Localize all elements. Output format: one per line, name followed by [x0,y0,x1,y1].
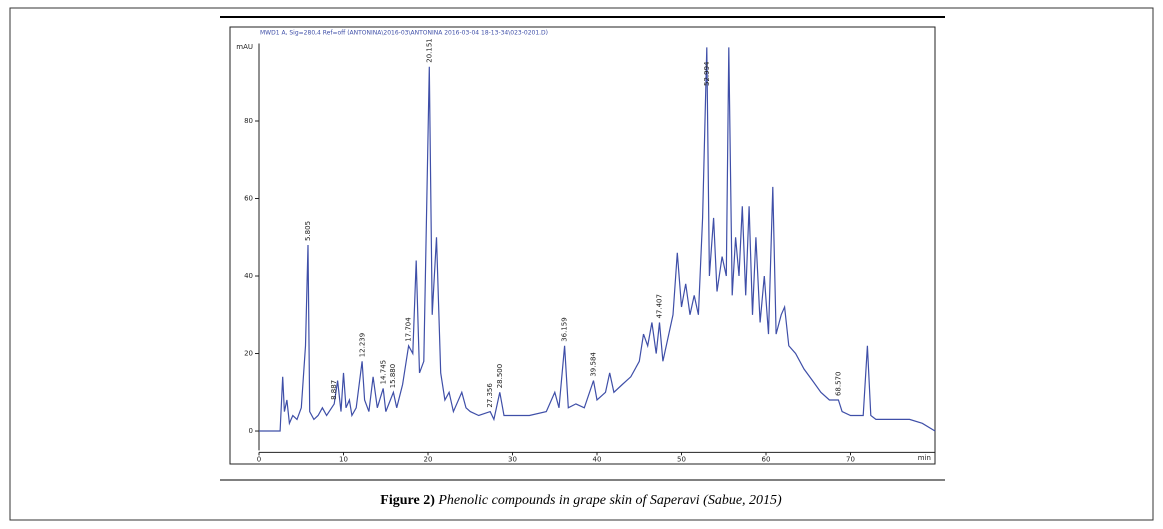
x-tick-label: 0 [257,455,261,463]
peak-label: 14.745 [380,360,388,385]
x-tick-label: 60 [762,455,771,463]
x-unit: min [918,454,931,462]
y-tick-label: 40 [244,272,253,280]
peak-label: 68.570 [834,372,842,397]
caption: Figure 2) Phenolic compounds in grape sk… [380,493,782,508]
peak-label: 20.151 [425,38,433,63]
y-tick-label: 0 [249,427,253,435]
peak-label: 28.500 [496,364,504,389]
peak-label: 27.356 [486,383,494,408]
peak-label: 39.584 [589,352,597,377]
plot-frame [229,26,936,465]
peak-label: 15.880 [389,364,397,389]
peak-label: 52.994 [703,61,711,86]
outer-border [9,7,1154,521]
chromatogram-line [259,47,936,432]
peak-label: 47.407 [656,294,664,319]
caption-label: Figure 2) [380,493,435,508]
x-tick-label: 10 [339,455,348,463]
chart-header: MWD1 A, Sig=280,4 Ref=off (ANTONINA\2016… [260,30,548,37]
x-tick-label: 50 [677,455,686,463]
caption-text: Phenolic compounds in grape skin of Sape… [437,493,782,508]
peak-label: 8.887 [330,380,338,400]
y-unit: mAU [236,43,253,51]
x-tick-label: 40 [593,455,602,463]
y-tick-label: 20 [244,350,253,358]
x-tick-label: 30 [508,455,517,463]
y-tick-label: 60 [244,195,253,203]
peak-label: 36.159 [561,317,569,342]
peak-label: 12.239 [358,333,366,358]
x-tick-label: 70 [846,455,855,463]
peak-label: 5.805 [304,221,312,241]
x-tick-label: 20 [424,455,433,463]
y-tick-label: 80 [244,117,253,125]
peak-label: 17.704 [405,317,413,342]
